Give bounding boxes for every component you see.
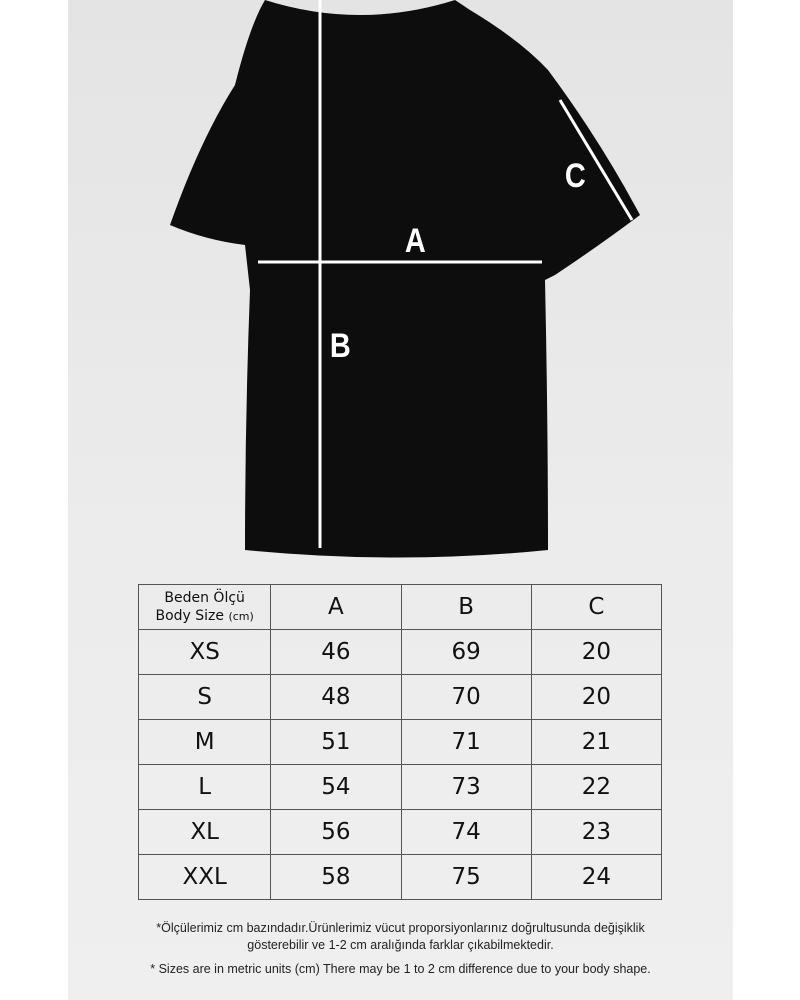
cell-a: 58 xyxy=(270,854,402,900)
cell-size: L xyxy=(137,764,272,810)
cell-a: 56 xyxy=(270,809,402,855)
size-table: Beden Ölçü Body Size (cm) A B C XS 46 69 20… xyxy=(137,584,663,900)
header-line1: Beden Ölçü xyxy=(164,589,245,606)
label-a: A xyxy=(404,222,426,260)
cell-size: XXL xyxy=(137,854,272,900)
table-row: L 54 73 22 xyxy=(137,764,663,810)
note-english: * Sizes are in metric units (cm) There m… xyxy=(150,962,651,976)
cell-c: 24 xyxy=(530,854,663,900)
table-row: S 48 70 20 xyxy=(137,674,663,720)
table-row: XL 56 74 23 xyxy=(137,809,663,855)
cell-a: 48 xyxy=(270,674,402,720)
note-tr-line2: gösterebilir ve 1-2 cm aralığında farkla… xyxy=(247,938,554,952)
header-unit: (cm) xyxy=(228,609,254,623)
cell-b: 70 xyxy=(400,674,532,720)
cell-a: 51 xyxy=(270,719,402,765)
header-b: B xyxy=(400,584,532,630)
header-a: A xyxy=(270,584,402,630)
header-line2: Body Size xyxy=(155,607,225,624)
cell-c: 20 xyxy=(530,629,663,675)
note-tr-line1: *Ölçülerimiz cm bazındadır.Ürünlerimiz v… xyxy=(156,921,645,935)
cell-a: 46 xyxy=(270,629,402,675)
table-header-row: Beden Ölçü Body Size (cm) A B C xyxy=(137,584,663,630)
tshirt-shape xyxy=(170,0,640,558)
note-turkish: *Ölçülerimiz cm bazındadır.Ürünlerimiz v… xyxy=(68,920,733,954)
header-size: Beden Ölçü Body Size (cm) xyxy=(137,584,272,630)
label-c: C xyxy=(564,157,586,195)
cell-c: 20 xyxy=(530,674,663,720)
cell-c: 21 xyxy=(530,719,663,765)
cell-size: M xyxy=(137,719,272,765)
cell-b: 75 xyxy=(400,854,532,900)
table-row: XS 46 69 20 xyxy=(137,629,663,675)
cell-b: 69 xyxy=(400,629,532,675)
cell-c: 22 xyxy=(530,764,663,810)
cell-b: 73 xyxy=(400,764,532,810)
measure-line-c xyxy=(558,99,634,221)
cell-b: 74 xyxy=(400,809,532,855)
cell-c: 23 xyxy=(530,809,663,855)
label-b: B xyxy=(329,327,351,365)
header-c: C xyxy=(530,584,663,630)
cell-size: XS xyxy=(137,629,272,675)
table-row: M 51 71 21 xyxy=(137,719,663,765)
table-row: XXL 58 75 24 xyxy=(137,854,663,900)
cell-size: XL xyxy=(137,809,272,855)
cell-b: 71 xyxy=(400,719,532,765)
cell-size: S xyxy=(137,674,272,720)
tshirt-illustration xyxy=(170,0,640,558)
cell-a: 54 xyxy=(270,764,402,810)
